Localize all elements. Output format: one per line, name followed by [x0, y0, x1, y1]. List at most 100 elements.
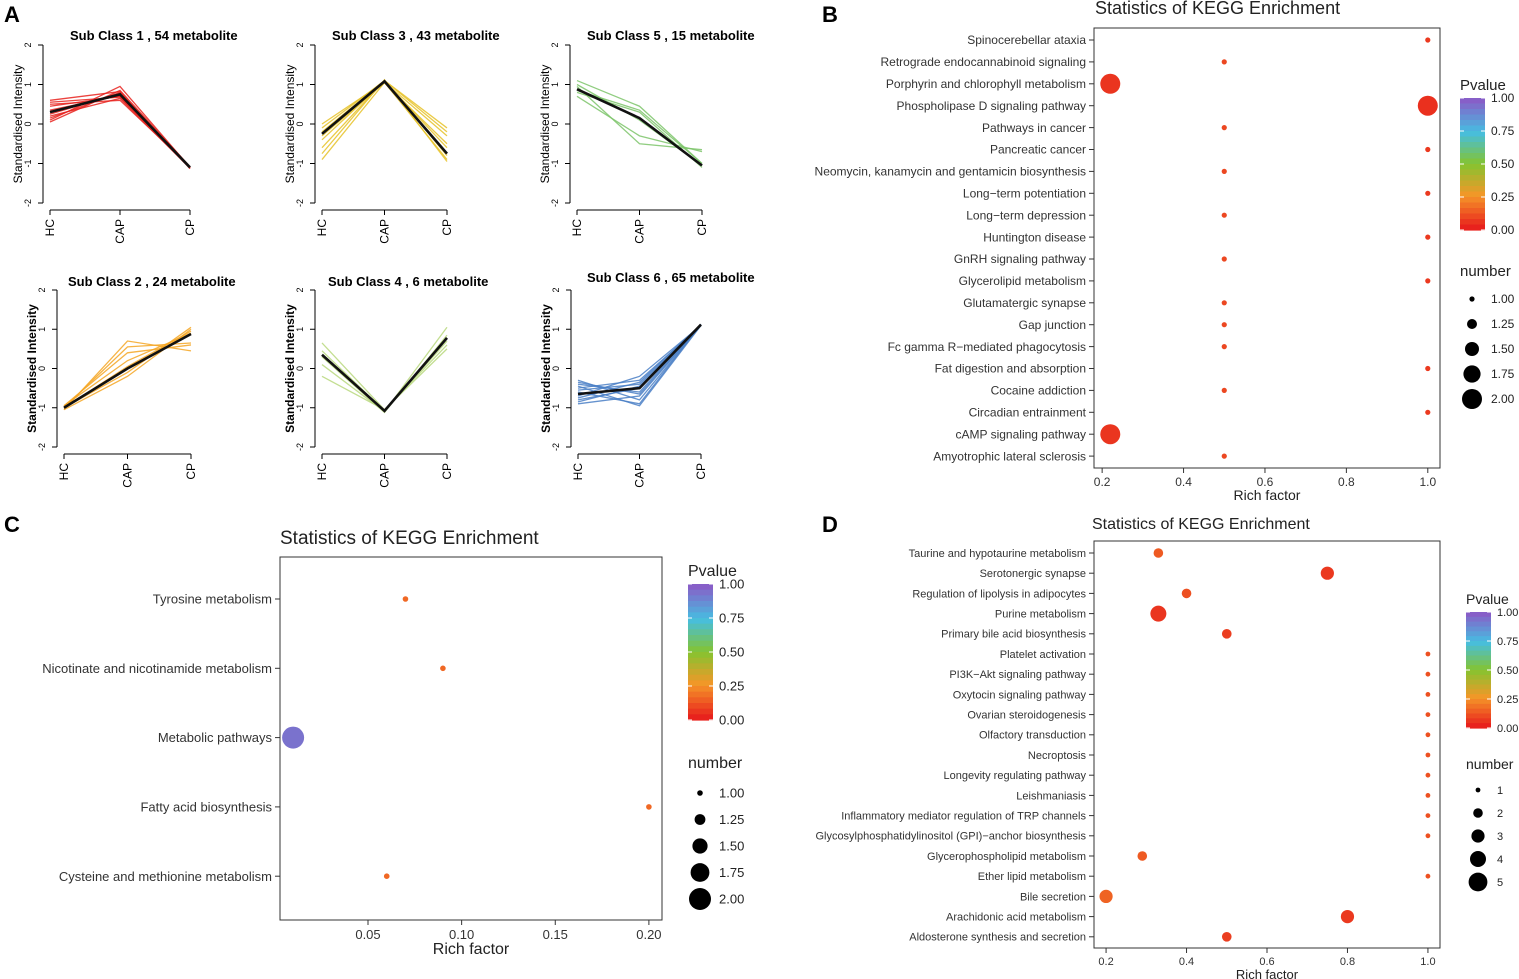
legend-number-label: 1.75 [1491, 367, 1515, 381]
legend-gradient-cell [1466, 674, 1491, 681]
legend-gradient-cell [1460, 131, 1485, 138]
legend-gradient-cell [1460, 175, 1485, 182]
pathway-label: Cysteine and methionine metabolism [59, 869, 272, 884]
y-tick-label: 2 [37, 287, 47, 292]
data-point [1425, 671, 1431, 677]
member-line [576, 79, 703, 164]
x-tick-label: 0.6 [1257, 475, 1274, 489]
x-tick-label-cp: CP [184, 463, 198, 480]
legend-number-title: number [1466, 756, 1514, 772]
data-point [1221, 125, 1227, 131]
legend-gradient-cell [1466, 645, 1491, 652]
legend-gradient-cell [688, 691, 713, 698]
legend-size-dot [689, 888, 711, 910]
x-tick-label-hc: HC [315, 463, 329, 481]
legend-gradient-cell [1466, 699, 1491, 705]
legend-gradient-cell [688, 663, 713, 670]
legend-gradient-cell [1466, 723, 1491, 729]
x-tick-label: 0.4 [1179, 956, 1194, 968]
legend-gradient-cell [1466, 616, 1491, 623]
legend-gradient-cell [1466, 641, 1491, 647]
data-point [282, 726, 305, 749]
y-tick-label: 1 [23, 82, 33, 87]
kegg-chart-b: Statistics of KEGG Enrichment Spinocerebe… [815, 0, 1515, 503]
legend-number-label: 5 [1497, 877, 1503, 889]
legend-gradient-cell [1460, 98, 1485, 105]
x-tick-label-cp: CP [695, 219, 709, 236]
legend-gradient-cell [688, 589, 713, 596]
mean-line [577, 323, 702, 396]
legend-number: number 1.00 1.25 1.50 1.75 2.00 [688, 755, 744, 910]
legend-size-dot [1471, 829, 1485, 843]
x-tick-label-hc: HC [315, 219, 329, 237]
y-tick-label: 2 [23, 42, 33, 47]
x-tick-label-cp: CP [440, 463, 454, 480]
pathway-label: Pathways in cancer [982, 121, 1086, 135]
legend-gradient-cell [688, 697, 713, 704]
member-line [576, 85, 703, 151]
pathway-label: Primary bile acid biosynthesis [941, 629, 1086, 641]
legend-number: number 1 2 3 4 5 [1466, 756, 1514, 892]
y-tick-label: 0 [295, 366, 305, 371]
legend-gradient-cell [688, 618, 713, 625]
legend-gradient-cell [688, 623, 713, 630]
data-point [1425, 365, 1431, 372]
y-tick-label: -2 [37, 443, 47, 451]
panel-label-d: D [822, 512, 838, 537]
legend-size-dot [692, 838, 708, 854]
mean-line [321, 79, 448, 155]
legend-pvalue-label: 0.00 [719, 713, 744, 728]
legend-number-label: 1.25 [1491, 317, 1515, 331]
x-tick-label: 0.8 [1340, 956, 1355, 968]
plot-frame [1093, 27, 1441, 469]
data-point [1425, 873, 1431, 879]
member-line [49, 92, 191, 169]
member-line [321, 81, 448, 160]
legend-gradient-cell [1466, 612, 1491, 618]
pathway-label: Porphyrin and chlorophyll metabolism [886, 77, 1086, 91]
legend-gradient-cell [1466, 718, 1491, 724]
subclass-chart-1: Sub Class 1 , 54 metabolite 2 1 0 -1 -2 Standa… [11, 28, 238, 244]
data-point [1340, 910, 1355, 924]
x-tick-label-hc: HC [571, 463, 585, 481]
legend-gradient-cell [688, 714, 713, 721]
pathway-label: Amyotrophic lateral sclerosis [933, 449, 1086, 463]
legend-gradient-cell [1460, 180, 1485, 187]
y-tick-label: -2 [295, 443, 305, 451]
data-point [1100, 424, 1121, 445]
mean-line [321, 337, 448, 413]
y-tick-label: -2 [295, 199, 305, 207]
subclass-title: Sub Class 4 , 6 metabolite [328, 274, 488, 289]
y-tick-label: 0 [551, 366, 561, 371]
mean-line [576, 88, 703, 167]
plot-frame [1093, 540, 1441, 949]
pathway-label: Cocaine addiction [991, 384, 1086, 398]
pathway-label: Oxytocin signaling pathway [953, 689, 1087, 701]
y-axis-label: Standardised Intensity [283, 65, 297, 184]
y-axis-label: Standardised Intensity [539, 304, 553, 433]
x-tick-label-hc: HC [43, 219, 57, 237]
x-tick-label-cap: CAP [378, 219, 392, 244]
legend-gradient-cell [1466, 703, 1491, 710]
chart-title: Statistics of KEGG Enrichment [1092, 516, 1310, 533]
pathway-label: Taurine and hypotaurine metabolism [909, 548, 1086, 560]
legend-gradient-cell [1460, 158, 1485, 165]
legend-pvalue-label: 0.25 [1497, 694, 1518, 706]
member-line [63, 344, 192, 407]
legend-number-label: 1.50 [1491, 342, 1515, 356]
y-axis-label: Standardised Intensity [538, 65, 552, 184]
legend-size-dot [690, 863, 710, 882]
pathway-label: Spinocerebellar ataxia [967, 33, 1086, 47]
x-tick-label: 0.4 [1175, 475, 1192, 489]
x-axis-label: Rich factor [433, 941, 510, 958]
legend-gradient-cell [1466, 621, 1491, 628]
data-point [440, 665, 446, 672]
data-point [1425, 752, 1431, 758]
x-axis-label: Rich factor [1234, 487, 1301, 503]
member-line [321, 79, 448, 133]
pathway-label: Aldosterone synthesis and secretion [909, 932, 1086, 944]
y-tick-label: 1 [37, 327, 47, 332]
pathway-label: Phospholipase D signaling pathway [897, 99, 1086, 113]
subclass-chart-2: Sub Class 3 , 43 metabolite 2 1 0 -1 -2 Standa… [283, 28, 500, 244]
